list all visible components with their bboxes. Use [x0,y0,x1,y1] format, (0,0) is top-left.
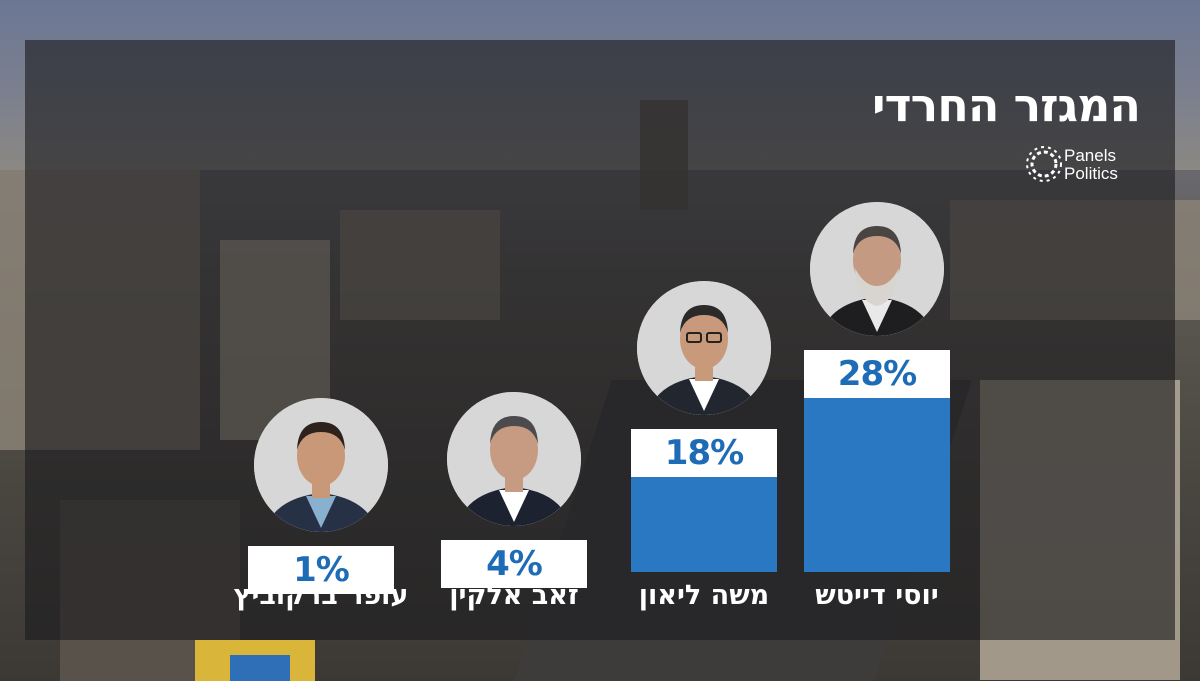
value-label: 1% [293,550,350,590]
value-label-box: 4% [441,540,587,589]
candidate-photo-portrait-man-beard [810,202,944,336]
logo-text-panels: Panels [1064,146,1116,165]
value-label: 28% [837,354,917,394]
candidate-photo-portrait-man-gray-hair [447,392,581,527]
value-label-box: 28% [804,350,950,398]
candidate-photo-portrait-man-glasses [637,281,771,416]
candidate-name: משה ליאון [638,580,770,611]
value-label: 18% [664,433,744,474]
blue-roof [230,655,290,681]
value-label-box: 18% [631,429,777,478]
chart-panel [25,40,1175,640]
candidate-photo-portrait-young-man [254,398,388,532]
candidate-name: עופר ברקוביץ [233,580,409,611]
value-label-box: 1% [248,546,394,594]
value-label: 4% [486,544,543,585]
panels-politics-logo: Panels Politics [1024,144,1140,186]
logo-text-politics: Politics [1064,164,1118,183]
candidate-name: זאב אלקין [449,580,579,611]
candidate-name: יוסי דייטש [815,580,939,611]
chart-title: המגזר החרדי [871,78,1141,132]
sunburst-logo-icon [1026,146,1062,182]
